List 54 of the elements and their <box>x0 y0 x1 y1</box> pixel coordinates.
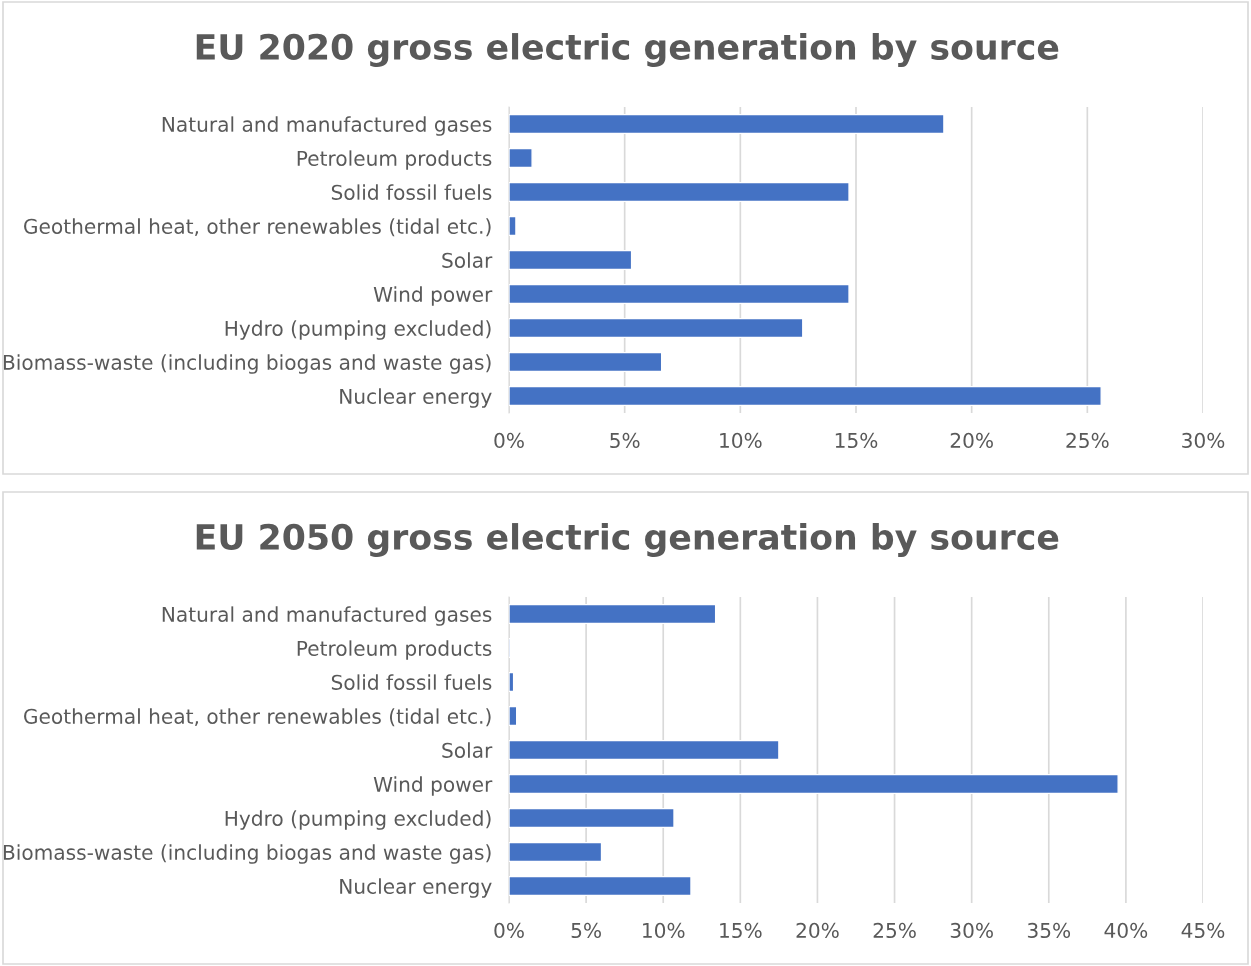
bar <box>509 317 804 339</box>
y-tick-label: Solar <box>442 252 493 268</box>
y-tick-label: Natural and manufactured gases <box>162 606 492 626</box>
bar <box>509 875 692 897</box>
bar <box>509 283 850 305</box>
y-tick-label: Hydro (pumping excluded) <box>225 810 491 830</box>
bar <box>509 603 717 625</box>
y-tick-label: Geothermal heat, other renewables (tidal etc.) <box>24 218 491 237</box>
x-tick-label: 40% <box>1104 922 1148 939</box>
y-tick-label: Petroleum products <box>297 150 492 170</box>
x-tick-label: 0% <box>494 922 524 939</box>
y-tick-label: Solar <box>442 742 493 758</box>
x-tick-label: 0% <box>494 432 524 449</box>
chart-title: EU 2020 gross electric generation by source <box>196 33 1059 67</box>
y-tick-label: Nuclear energy <box>340 388 492 408</box>
bar <box>509 249 633 271</box>
x-tick-label: 30% <box>950 922 993 939</box>
y-tick-label: Solid fossil fuels <box>331 674 492 690</box>
x-tick-label: 30% <box>1182 432 1225 449</box>
bar <box>509 147 533 169</box>
x-tick-label: 20% <box>950 432 993 449</box>
y-tick-label: Petroleum products <box>297 640 492 660</box>
x-tick-label: 10% <box>720 432 762 449</box>
x-tick-label: 15% <box>720 922 762 939</box>
y-tick-label: Biomass-waste (including biogas and waste gas) <box>3 844 491 864</box>
bar <box>509 671 515 693</box>
x-tick-label: 20% <box>796 922 839 939</box>
bar <box>509 739 780 761</box>
y-tick-label: Hydro (pumping excluded) <box>225 320 491 340</box>
x-tick-label: 45% <box>1181 922 1225 939</box>
x-tick-label: 15% <box>835 432 878 449</box>
y-tick-label: Natural and manufactured gases <box>162 116 492 136</box>
bar <box>509 215 517 237</box>
x-tick-label: 10% <box>643 922 685 939</box>
y-tick-label: Wind power <box>373 776 493 796</box>
x-tick-label: 25% <box>1066 432 1109 449</box>
bar <box>509 385 1102 407</box>
x-tick-label: 5% <box>610 432 640 449</box>
bar <box>509 113 945 135</box>
bar <box>509 841 603 863</box>
bar <box>509 773 1119 795</box>
bar <box>509 351 663 373</box>
x-tick-label: 35% <box>1027 922 1071 939</box>
y-tick-label: Biomass-waste (including biogas and waste gas) <box>3 354 491 374</box>
chart-title: EU 2050 gross electric generation by source <box>196 523 1059 557</box>
bar <box>509 705 518 727</box>
bar <box>509 807 675 829</box>
x-tick-label: 25% <box>873 922 916 939</box>
y-tick-label: Nuclear energy <box>340 878 492 898</box>
x-tick-label: 5% <box>571 922 601 939</box>
y-tick-label: Solid fossil fuels <box>331 184 492 200</box>
bar <box>509 181 850 203</box>
y-tick-label: Wind power <box>373 286 493 306</box>
y-tick-label: Geothermal heat, other renewables (tidal etc.) <box>24 708 491 727</box>
